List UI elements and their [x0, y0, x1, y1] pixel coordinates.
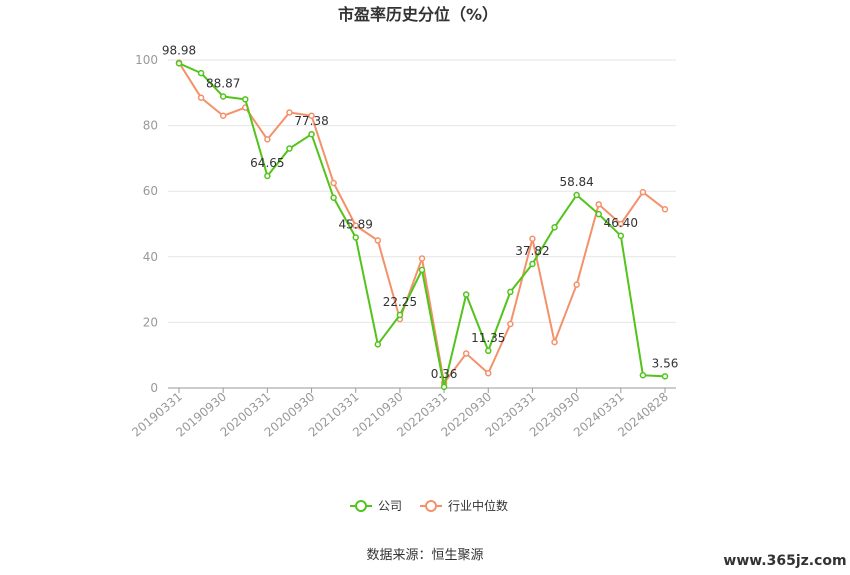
- data-point: [330, 194, 337, 202]
- data-point: [485, 347, 492, 355]
- data-point: [507, 320, 514, 328]
- data-point: [485, 369, 492, 377]
- data-point: [308, 130, 315, 138]
- data-point: [219, 112, 227, 120]
- legend-swatch-marker: [355, 500, 367, 512]
- data-point: [661, 205, 669, 213]
- data-point: [440, 383, 448, 391]
- data-point: [617, 232, 625, 240]
- data-point: [197, 69, 205, 77]
- data-point: [573, 281, 580, 288]
- data-label: 3.56: [652, 356, 679, 370]
- data-point: [330, 179, 337, 187]
- data-point: [551, 338, 558, 346]
- data-point: [264, 136, 271, 143]
- data-point: [462, 291, 470, 298]
- source-note: 数据来源：恒生聚源: [366, 548, 483, 563]
- series-lines: [175, 59, 669, 391]
- y-tick-label: 60: [143, 184, 158, 198]
- y-tick-label: 40: [143, 250, 158, 264]
- y-tick-label: 80: [143, 119, 158, 133]
- data-point: [418, 255, 426, 262]
- data-point: [352, 222, 359, 229]
- data-label: 88.87: [206, 77, 240, 91]
- y-tick-label: 20: [143, 315, 158, 329]
- data-label: 11.35: [471, 331, 505, 345]
- series-line: [178, 62, 666, 385]
- data-point: [551, 224, 558, 231]
- data-point: [286, 145, 293, 152]
- data-label: 77.38: [294, 114, 328, 128]
- data-label: 22.25: [383, 295, 417, 309]
- y-axis-ticks: 0 20 40 60 80 100: [135, 53, 158, 395]
- data-label: 64.65: [250, 156, 284, 170]
- data-point: [286, 109, 293, 116]
- data-point: [374, 237, 382, 244]
- data-label: 46.40: [604, 216, 638, 230]
- y-tick-label: 0: [150, 381, 158, 395]
- legend-label: 行业中位数: [448, 498, 508, 513]
- data-point: [242, 96, 249, 103]
- data-label: 37.82: [515, 244, 549, 258]
- x-axis: 2019033120190930202003312020093020210331…: [129, 387, 676, 440]
- data-point: [308, 112, 315, 120]
- watermark-text: www.365jz.com: [723, 553, 846, 569]
- data-point: [595, 201, 602, 208]
- data-point: [374, 341, 382, 348]
- data-point: [639, 371, 647, 379]
- data-label: 98.98: [162, 43, 196, 57]
- legend[interactable]: 公司 行业中位数: [350, 498, 508, 513]
- data-point: [462, 350, 470, 357]
- data-point: [352, 234, 359, 241]
- data-labels: 98.98 88.87 64.65 77.38 45.89 22.25 0.36 11.35 3…: [162, 43, 679, 380]
- data-label: 58.84: [559, 175, 593, 189]
- data-point: [264, 172, 271, 180]
- data-point: [219, 93, 227, 100]
- data-point: [573, 191, 580, 199]
- data-point: [197, 94, 205, 101]
- legend-label: 公司: [378, 499, 402, 513]
- data-point: [639, 188, 647, 196]
- data-point: [396, 311, 404, 319]
- data-point: [529, 260, 536, 268]
- data-point: [507, 288, 514, 296]
- data-point: [529, 235, 536, 243]
- data-label: 45.89: [339, 217, 373, 231]
- chart-title: 市盈率历史分位（%）: [338, 5, 498, 24]
- data-point: [617, 220, 625, 228]
- data-point: [418, 266, 426, 274]
- data-point: [175, 60, 183, 67]
- data-point: [595, 210, 602, 218]
- data-label: 0.36: [431, 367, 458, 381]
- data-point: [661, 373, 669, 380]
- legend-swatch-marker: [425, 500, 437, 512]
- y-tick-label: 100: [135, 53, 158, 67]
